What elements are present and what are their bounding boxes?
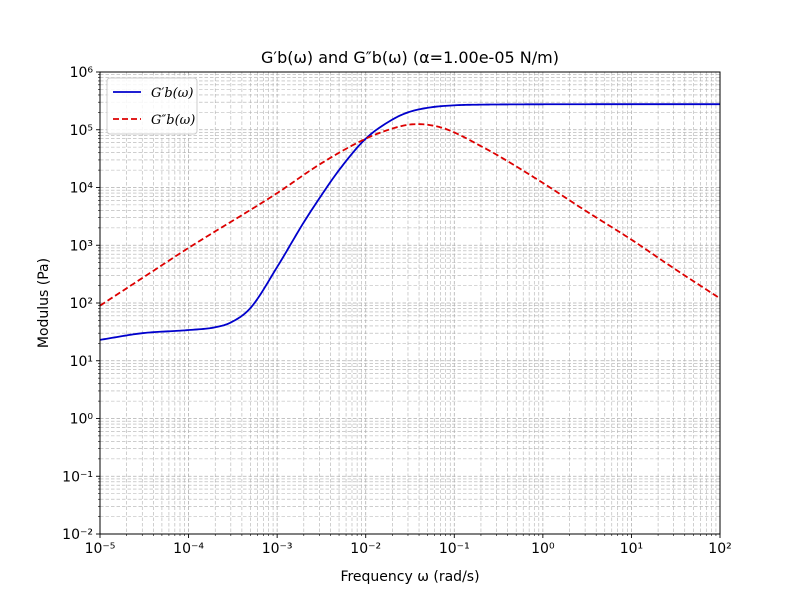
y-tick-label: 10⁰ bbox=[70, 412, 94, 428]
y-tick-label: 10⁶ bbox=[70, 65, 94, 81]
x-axis: 10⁻⁵ 10⁻⁴ 10⁻³ 10⁻² 10⁻¹ 10⁰ 10¹ 10² bbox=[85, 534, 732, 557]
x-tick-label: 10⁻³ bbox=[262, 541, 293, 557]
y-axis-label: Modulus (Pa) bbox=[36, 258, 52, 348]
y-tick-label: 10² bbox=[70, 296, 93, 312]
y-tick-label: 10³ bbox=[70, 238, 93, 254]
y-tick-label: 10⁻¹ bbox=[62, 469, 93, 485]
x-tick-label: 10⁻¹ bbox=[439, 541, 470, 557]
x-tick-label: 10⁻⁴ bbox=[173, 541, 204, 557]
x-tick-label: 10⁻² bbox=[350, 541, 381, 557]
y-axis: 10⁻² 10⁻¹ 10⁰ 10¹ 10² 10³ 10⁴ 10⁵ 10⁶ bbox=[62, 65, 100, 543]
x-tick-label: 10⁻⁵ bbox=[85, 541, 116, 557]
plot-lines bbox=[99, 103, 721, 341]
legend: G′b(ω) G″b(ω) bbox=[106, 77, 198, 135]
y-tick-label: 10⁵ bbox=[70, 123, 93, 139]
x-axis-label: Frequency ω (rad/s) bbox=[340, 569, 479, 585]
y-tick-label: 10⁴ bbox=[70, 181, 94, 197]
y-tick-label: 10¹ bbox=[70, 354, 93, 370]
legend-label-gprime: G′b(ω) bbox=[151, 86, 193, 101]
chart-title: G′b(ω) and G″b(ω) (α=1.00e-05 N/m) bbox=[261, 48, 559, 67]
legend-label-gdoubleprime: G″b(ω) bbox=[151, 113, 195, 128]
x-tick-label: 10⁰ bbox=[531, 541, 555, 557]
series-line-0 bbox=[99, 103, 720, 341]
y-tick-label: 10⁻² bbox=[62, 527, 93, 543]
x-tick-label: 10¹ bbox=[620, 541, 643, 557]
series-line-1 bbox=[99, 123, 721, 307]
x-tick-label: 10² bbox=[708, 541, 731, 557]
